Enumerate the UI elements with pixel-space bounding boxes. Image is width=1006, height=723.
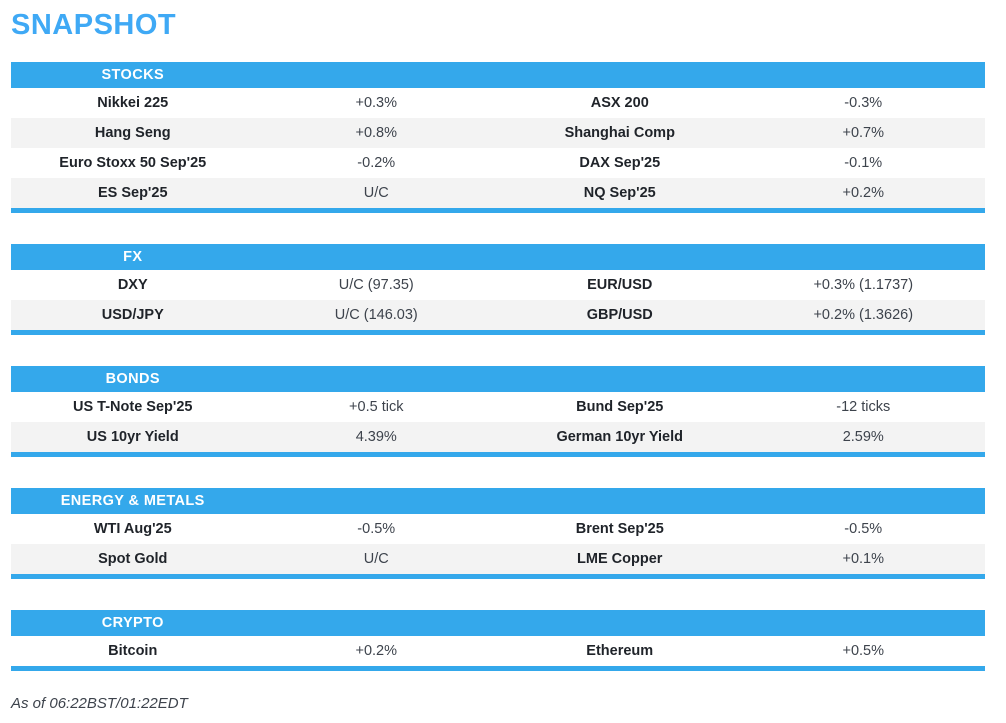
instrument-name: WTI Aug'25 <box>93 520 172 537</box>
instrument-name: DXY <box>117 276 148 293</box>
instrument-value: +0.8% <box>355 124 398 141</box>
instrument-value: -0.5% <box>844 520 883 537</box>
table-row: Hang Seng +0.8% Shanghai Comp +0.7% <box>11 117 985 148</box>
table-row: WTI Aug'25 -0.5% Brent Sep'25 -0.5% <box>11 513 985 544</box>
instrument-name: LME Copper <box>577 550 663 567</box>
instrument-value: U/C (146.03) <box>334 306 418 323</box>
instrument-value: U/C <box>363 184 389 201</box>
section-header: ENERGY & METALS <box>11 487 985 514</box>
instrument-value: +0.2% <box>842 184 885 201</box>
instrument-value: +0.2% (1.3626) <box>813 306 914 323</box>
instrument-name: ASX 200 <box>590 94 649 111</box>
instrument-value: +0.3% <box>355 94 398 111</box>
table-row: Bitcoin +0.2% Ethereum +0.5% <box>11 635 985 666</box>
section-header: STOCKS <box>11 61 985 88</box>
section-header: BONDS <box>11 365 985 392</box>
instrument-name: US 10yr Yield <box>86 428 179 445</box>
instrument-name: Shanghai Comp <box>564 124 675 141</box>
table-row: USD/JPY U/C (146.03) GBP/USD +0.2% (1.3626) <box>11 299 985 330</box>
page-title: SNAPSHOT <box>11 9 177 41</box>
table-row: US T-Note Sep'25 +0.5 tick Bund Sep'25 -12 … <box>11 391 985 422</box>
table-row: DXY U/C (97.35) EUR/USD +0.3% (1.1737) <box>11 269 985 300</box>
table-row: Spot Gold U/C LME Copper +0.1% <box>11 543 985 574</box>
section-energy-metals: ENERGY & METALS WTI Aug'25 -0.5% Brent Sep'… <box>11 487 985 579</box>
section-fx: FX DXY U/C (97.35) EUR/USD +0.3% (1.1737) USD… <box>11 243 985 335</box>
section-crypto: CRYPTO Bitcoin +0.2% Ethereum +0.5% <box>11 609 985 671</box>
instrument-value: 4.39% <box>355 428 397 445</box>
table-row: Euro Stoxx 50 Sep'25 -0.2% DAX Sep'25 -0.1% <box>11 147 985 178</box>
instrument-name: DAX Sep'25 <box>579 154 661 171</box>
instrument-value: +0.5 tick <box>349 398 404 415</box>
table-row: Nikkei 225 +0.3% ASX 200 -0.3% <box>11 87 985 118</box>
instrument-name: Hang Seng <box>94 124 171 141</box>
instrument-value: -0.5% <box>357 520 396 537</box>
section-stocks: STOCKS Nikkei 225 +0.3% ASX 200 -0.3% Hang Se… <box>11 61 985 213</box>
instrument-name: ES Sep'25 <box>97 184 168 201</box>
section-bonds: BONDS US T-Note Sep'25 +0.5 tick Bund Sep'2… <box>11 365 985 457</box>
instrument-name: Ethereum <box>586 642 654 659</box>
section-label: CRYPTO <box>101 614 164 631</box>
section-label: STOCKS <box>101 66 165 83</box>
instrument-value: 2.59% <box>842 428 884 445</box>
market-sections: STOCKS Nikkei 225 +0.3% ASX 200 -0.3% Hang Se… <box>11 61 1006 671</box>
instrument-value: U/C <box>363 550 389 567</box>
instrument-name: Brent Sep'25 <box>575 520 664 537</box>
instrument-name: German 10yr Yield <box>556 428 684 445</box>
instrument-value: +0.5% <box>842 642 885 659</box>
timestamp-note: As of 06:22BST/01:22EDT <box>11 694 188 712</box>
instrument-name: Spot Gold <box>98 550 168 567</box>
section-header: CRYPTO <box>11 609 985 636</box>
section-label: FX <box>123 248 143 265</box>
instrument-name: USD/JPY <box>101 306 164 323</box>
section-header: FX <box>11 243 985 270</box>
instrument-name: Nikkei 225 <box>97 94 169 111</box>
instrument-name: EUR/USD <box>587 276 653 293</box>
instrument-value: -12 ticks <box>836 398 891 415</box>
table-row: ES Sep'25 U/C NQ Sep'25 +0.2% <box>11 177 985 208</box>
instrument-value: -0.1% <box>844 154 883 171</box>
instrument-name: Bund Sep'25 <box>576 398 664 415</box>
instrument-name: Euro Stoxx 50 Sep'25 <box>59 154 207 171</box>
instrument-value: -0.2% <box>357 154 396 171</box>
table-row: US 10yr Yield 4.39% German 10yr Yield 2.59% <box>11 421 985 452</box>
instrument-name: US T-Note Sep'25 <box>73 398 193 415</box>
instrument-value: U/C (97.35) <box>338 276 414 293</box>
instrument-value: -0.3% <box>844 94 883 111</box>
section-label: BONDS <box>105 370 160 387</box>
instrument-name: GBP/USD <box>586 306 653 323</box>
instrument-value: +0.3% (1.1737) <box>813 276 914 293</box>
instrument-name: Bitcoin <box>108 642 158 659</box>
section-label: ENERGY & METALS <box>60 492 205 509</box>
instrument-value: +0.7% <box>842 124 885 141</box>
instrument-name: NQ Sep'25 <box>583 184 656 201</box>
instrument-value: +0.2% <box>355 642 398 659</box>
instrument-value: +0.1% <box>842 550 885 567</box>
